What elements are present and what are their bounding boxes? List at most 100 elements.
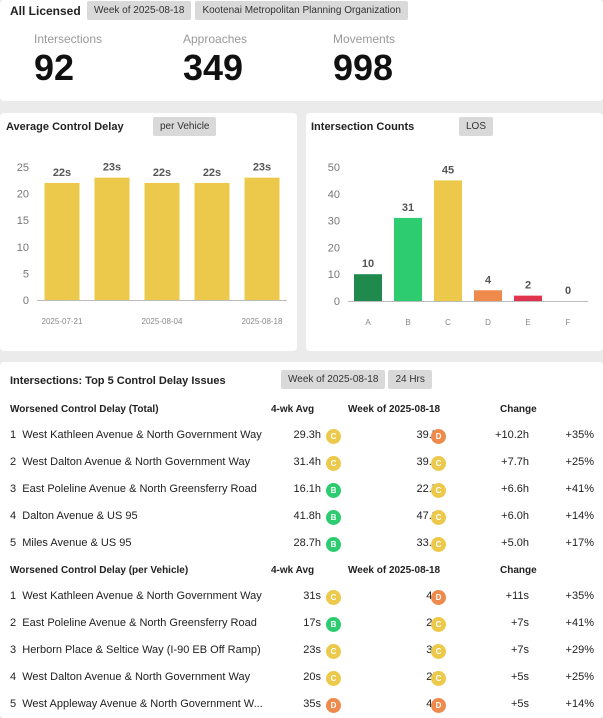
los-badge-current: D — [431, 590, 446, 605]
los-badge-previous: B — [326, 537, 341, 552]
four-week-average: 29.3h — [293, 429, 321, 441]
y-tick-label: 0 — [334, 296, 340, 308]
bar — [434, 180, 462, 301]
average-control-delay-card: Average Control Delay per Vehicle 0 5 10 15… — [0, 113, 297, 351]
intersection-name: 3 Herborn Place & Seltice Way (I-90 EB O… — [10, 644, 261, 656]
data-label: 10 — [362, 258, 374, 270]
los-badge-current: D — [431, 429, 446, 444]
change-percent: +29% — [565, 644, 594, 656]
y-tick-label: 30 — [328, 216, 340, 228]
los-badge-current: C — [431, 510, 446, 525]
x-tick-label: B — [405, 318, 410, 327]
bar — [354, 274, 382, 301]
bar — [94, 177, 130, 300]
chart-title: Intersection Counts — [311, 121, 415, 133]
four-week-average: 31.4h — [293, 456, 321, 468]
los-badge-current: C — [431, 617, 446, 632]
organization-filter-chip[interactable]: Kootenai Metropolitan Planning Organizat… — [195, 1, 408, 20]
table-row[interactable]: 4 West Dalton Avenue & North Government … — [0, 666, 603, 690]
los-chip[interactable]: LOS — [459, 117, 494, 136]
y-tick-label: 10 — [17, 242, 29, 254]
y-tick-label: 0 — [23, 295, 29, 307]
y-tick-label: 40 — [328, 189, 340, 201]
los-badge-previous: C — [326, 429, 341, 444]
change-percent: +41% — [565, 617, 594, 629]
change-value: +5.0h — [501, 537, 529, 549]
chart-title: Average Control Delay — [6, 121, 124, 133]
data-label: 22s — [153, 167, 171, 179]
los-badge-current: C — [431, 644, 446, 659]
column-header-change: Change — [500, 404, 537, 415]
los-badge-previous: C — [326, 644, 341, 659]
column-header-change: Change — [500, 565, 537, 576]
table-week-chip[interactable]: Week of 2025-08-18 — [281, 370, 386, 389]
los-badge-previous: C — [326, 590, 341, 605]
kpi-value: 998 — [333, 47, 394, 88]
kpi-label: Intersections — [34, 32, 103, 46]
data-label: 2 — [525, 280, 531, 292]
change-percent: +25% — [565, 671, 594, 683]
four-week-average: 23s — [303, 644, 321, 656]
table-row[interactable]: 1 West Kathleen Avenue & North Governmen… — [0, 585, 603, 609]
change-percent: +14% — [565, 510, 594, 522]
data-label: 23s — [253, 162, 271, 174]
change-value: +7s — [510, 644, 529, 656]
bar — [244, 177, 280, 300]
y-tick-label: 50 — [328, 162, 340, 174]
column-header-avg: 4-wk Avg — [271, 565, 315, 576]
y-tick-label: 20 — [17, 189, 29, 201]
table-row[interactable]: 3 Herborn Place & Seltice Way (I-90 EB O… — [0, 639, 603, 663]
table-row[interactable]: 5 West Appleway Avenue & North Governmen… — [0, 693, 603, 717]
x-tick-label: D — [485, 318, 491, 327]
los-badge-current: C — [431, 671, 446, 686]
change-value: +11s — [505, 590, 529, 602]
table-row[interactable]: 3 East Poleline Avenue & North Greensfer… — [0, 478, 603, 502]
los-badge-current: C — [431, 537, 446, 552]
kpi-approaches: Approaches 349 — [183, 32, 247, 86]
four-week-average: 16.1h — [293, 483, 321, 495]
intersection-name: 4 Dalton Avenue & US 95 — [10, 510, 138, 522]
week-filter-chip[interactable]: Week of 2025-08-18 — [87, 1, 192, 20]
intersection-name: 3 East Poleline Avenue & North Greensfer… — [10, 483, 257, 495]
y-tick-label: 15 — [17, 215, 29, 227]
column-header-week: Week of 2025-08-18 — [348, 404, 441, 415]
summary-card: All Licensed Week of 2025-08-18 Kootenai… — [0, 0, 603, 101]
kpi-label: Movements — [333, 32, 396, 46]
change-percent: +17% — [565, 537, 594, 549]
hours-chip[interactable]: 24 Hrs — [388, 370, 432, 389]
bar — [514, 295, 542, 301]
los-badge-previous: C — [326, 456, 341, 471]
intersection-name: 4 West Dalton Avenue & North Government … — [10, 671, 251, 683]
bar — [394, 217, 422, 301]
intersection-name: 1 West Kathleen Avenue & North Governmen… — [10, 590, 262, 602]
table-row[interactable]: 2 West Dalton Avenue & North Government … — [0, 451, 603, 475]
table-row[interactable]: 2 East Poleline Avenue & North Greensfer… — [0, 612, 603, 636]
kpi-label: Approaches — [183, 32, 248, 46]
x-tick-label: 2025-08-18 — [242, 317, 283, 326]
section-header: Worsened Control Delay (Total) 4-wk Avg We… — [0, 402, 603, 418]
bar — [474, 290, 502, 301]
top-delay-issues-card: Intersections: Top 5 Control Delay Issue… — [0, 362, 603, 718]
section-heading: Worsened Control Delay (per Vehicle) — [10, 565, 189, 576]
intersection-name: 1 West Kathleen Avenue & North Governmen… — [10, 429, 262, 441]
table-row[interactable]: 4 Dalton Avenue & US 9541.8hB47.8hC+6.0h… — [0, 505, 603, 529]
kpi-value: 92 — [34, 47, 75, 88]
los-badge-previous: B — [326, 617, 341, 632]
filter-chips: Week of 2025-08-18 Kootenai Metropolitan… — [87, 1, 408, 20]
four-week-average: 28.7h — [293, 537, 321, 549]
change-value: +7s — [510, 617, 529, 629]
change-percent: +35% — [565, 590, 594, 602]
section-heading: Worsened Control Delay (Total) — [10, 404, 159, 415]
table-title: Intersections: Top 5 Control Delay Issue… — [10, 375, 226, 387]
per-vehicle-chip[interactable]: per Vehicle — [153, 117, 217, 136]
change-value: +5s — [510, 671, 529, 683]
data-label: 22s — [203, 167, 221, 179]
y-tick-label: 5 — [23, 268, 29, 280]
bar — [144, 182, 180, 300]
data-label: 31 — [402, 202, 414, 214]
table-row[interactable]: 5 Miles Avenue & US 9528.7hB33.6hC+5.0h+… — [0, 532, 603, 556]
los-badge-current: D — [431, 698, 446, 713]
change-percent: +41% — [565, 483, 594, 495]
y-tick-label: 25 — [17, 162, 29, 174]
table-row[interactable]: 1 West Kathleen Avenue & North Governmen… — [0, 424, 603, 448]
